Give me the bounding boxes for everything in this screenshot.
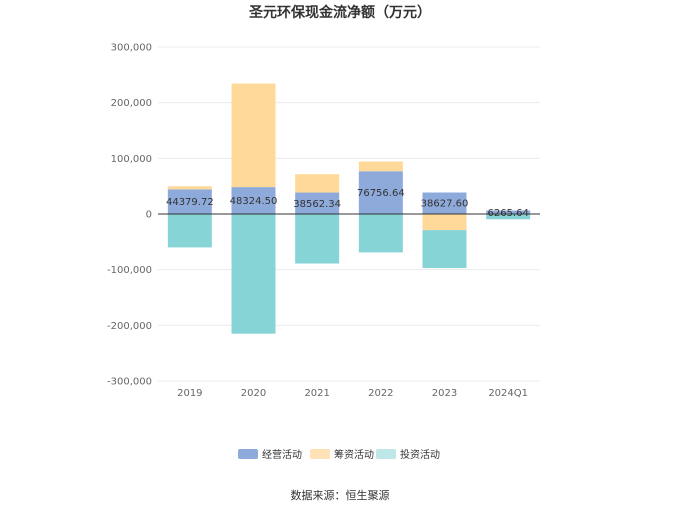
y-tick-label: 300,000 (111, 43, 152, 54)
legend-item-经营活动[interactable]: 经营活动 (238, 448, 302, 461)
bar-投资活动-2022 (358, 214, 403, 253)
legend-swatch (310, 449, 330, 459)
bar-经营活动-2023 (422, 192, 467, 214)
legend-swatch (376, 449, 396, 459)
x-tick-label: 2019 (177, 388, 202, 399)
bar-经营活动-2022 (358, 171, 403, 214)
data-label-2019: 44379.72 (166, 197, 214, 208)
legend-label: 筹资活动 (334, 448, 374, 461)
data-label-2023: 38627.60 (421, 199, 469, 210)
bar-投资活动-2019 (167, 214, 212, 248)
source-note: 数据来源：恒生聚源 (291, 488, 390, 502)
bar-投资活动-2024Q1 (486, 214, 531, 220)
x-tick-label: 2023 (432, 388, 457, 399)
x-tick-label: 2024Q1 (488, 388, 528, 399)
data-label-2021: 38562.34 (293, 199, 341, 210)
bar-经营活动-2021 (295, 192, 340, 214)
bar-筹资活动-2021 (295, 174, 340, 193)
x-tick-label: 2020 (241, 388, 266, 399)
data-labels: 44379.72 48324.50 38562.34 76756.64 38627.60… (166, 188, 529, 219)
bar-投资活动-2021 (295, 214, 340, 264)
legend-label: 投资活动 (400, 448, 440, 461)
y-tick-label: -200,000 (107, 321, 152, 332)
bar-筹资活动-2022 (358, 161, 403, 172)
y-axis-ticks: 300,000 200,000 100,000 0 -100,000 -200,000 -3… (107, 43, 152, 388)
bar-经营活动-2020 (231, 187, 276, 214)
y-tick-label: 0 (146, 210, 152, 221)
bar-投资活动-2023 (422, 230, 467, 268)
bar-筹资活动-2023 (422, 214, 467, 231)
y-tick-label: -300,000 (107, 377, 152, 388)
bars (167, 83, 531, 334)
data-label-2024Q1: 6265.64 (487, 208, 528, 219)
y-tick-label: 100,000 (111, 154, 152, 165)
y-tick-label: 200,000 (111, 98, 152, 109)
x-axis-ticks: 2019 2020 2021 2022 2023 2024Q1 (177, 388, 528, 399)
legend-swatch (238, 449, 258, 459)
bar-经营活动-2019 (167, 189, 212, 214)
data-label-2022: 76756.64 (357, 188, 405, 199)
legend: 经营活动 筹资活动 投资活动 (238, 448, 440, 461)
y-tick-label: -100,000 (107, 265, 152, 276)
bar-筹资活动-2020 (231, 83, 276, 188)
x-tick-label: 2022 (368, 388, 393, 399)
bar-经营活动-2024Q1 (486, 210, 531, 214)
bar-投资活动-2020 (231, 214, 276, 334)
x-tick-label: 2021 (304, 388, 329, 399)
bar-筹资活动-2019 (167, 186, 212, 190)
legend-item-投资活动[interactable]: 投资活动 (376, 448, 440, 461)
grid-lines (158, 46, 540, 382)
legend-item-筹资活动[interactable]: 筹资活动 (310, 448, 374, 461)
data-label-2020: 48324.50 (230, 196, 278, 207)
legend-label: 经营活动 (262, 448, 302, 461)
chart-title: 圣元环保现金流净额（万元） (248, 4, 431, 21)
